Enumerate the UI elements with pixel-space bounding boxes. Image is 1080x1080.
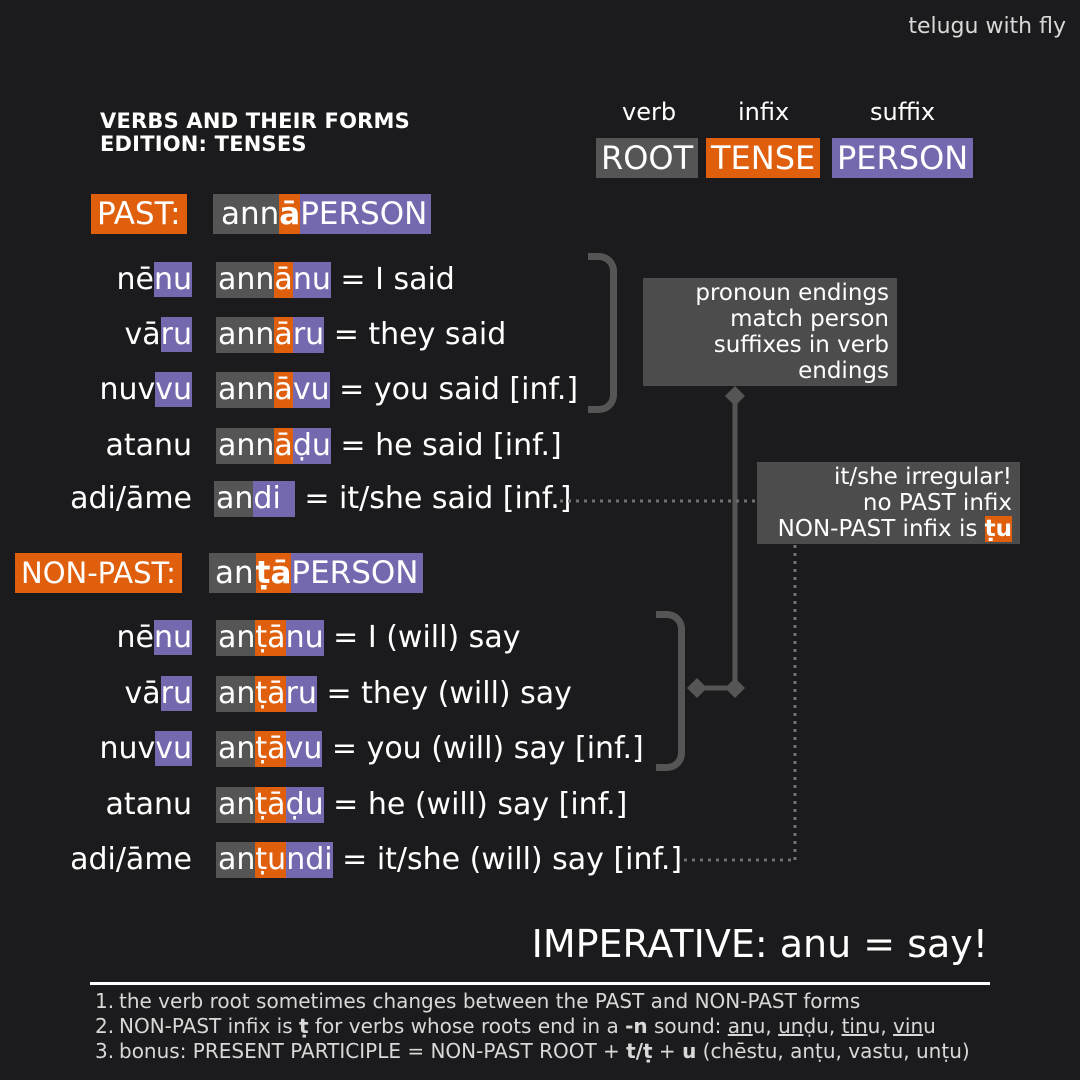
formula-infix: ā bbox=[279, 194, 301, 234]
gloss: = it/she said [inf.] bbox=[304, 481, 572, 516]
verb-form: annāḍu = he said [inf.] bbox=[216, 428, 562, 464]
past-bracket bbox=[588, 253, 617, 413]
gloss: = they said bbox=[333, 317, 507, 352]
pronoun: nuvvu bbox=[99, 372, 192, 407]
legend-root-box: ROOT bbox=[596, 138, 699, 178]
connector-diamond-top bbox=[725, 386, 745, 406]
pronoun: atanu bbox=[105, 787, 192, 822]
pronoun: nēnu bbox=[116, 620, 192, 655]
nonpast-tag: NON-PAST: bbox=[15, 553, 182, 593]
pronoun: adi/āme bbox=[70, 842, 192, 877]
verb-form: andi = it/she said [inf.] bbox=[214, 481, 572, 517]
formula-suffix: PERSON bbox=[291, 553, 423, 593]
pronoun: adi/āme bbox=[70, 481, 192, 516]
verb-form: annānu = I said bbox=[216, 262, 455, 298]
legend-person-box: PERSON bbox=[832, 138, 974, 178]
footnote-1: 1. the verb root sometimes changes betwee… bbox=[95, 989, 861, 1013]
formula-root: an bbox=[209, 553, 256, 593]
legend-label-infix: infix bbox=[738, 98, 790, 126]
pronoun: atanu bbox=[105, 428, 192, 463]
verb-form: anṭāru = they (will) say bbox=[216, 676, 572, 712]
verb-form: anṭānu = I (will) say bbox=[216, 620, 521, 656]
past-formula: annāPERSON bbox=[213, 194, 432, 234]
footnote-2: 2. NON-PAST infix is ṭ for verbs whose ro… bbox=[95, 1014, 936, 1038]
gloss: = you (will) say [inf.] bbox=[331, 731, 644, 766]
imperative: IMPERATIVE: anu = say! bbox=[531, 922, 988, 966]
formula-root: ann bbox=[213, 194, 280, 234]
footnote-3: 3. bonus: PRESENT PARTICIPLE = NON-PAST R… bbox=[95, 1039, 970, 1063]
gloss: = it/she (will) say [inf.] bbox=[342, 842, 683, 877]
formula-suffix: PERSON bbox=[300, 194, 432, 234]
title-line-2: EDITION: TENSES bbox=[100, 132, 307, 156]
watermark: telugu with fly bbox=[908, 14, 1066, 39]
gloss: = I said bbox=[340, 262, 455, 297]
nonpast-bracket bbox=[656, 611, 685, 771]
gloss: = you said [inf.] bbox=[339, 372, 579, 407]
pronoun-endings-note: pronoun endings match person suffixes in… bbox=[643, 278, 897, 386]
legend-label-suffix: suffix bbox=[870, 98, 936, 126]
legend-tense-box: TENSE bbox=[706, 138, 821, 178]
pronoun: nuvvu bbox=[99, 731, 192, 766]
gloss: = I (will) say bbox=[333, 620, 521, 655]
connector-diamond-left bbox=[687, 678, 707, 698]
past-tag: PAST: bbox=[91, 194, 187, 234]
nonpast-formula: anṭāPERSON bbox=[209, 553, 423, 593]
footnotes: 1. the verb root sometimes changes betwee… bbox=[95, 989, 970, 1064]
gloss: = he said [inf.] bbox=[340, 428, 562, 463]
connector-diamond-right bbox=[725, 678, 745, 698]
divider bbox=[90, 982, 990, 985]
verb-form: annāvu = you said [inf.] bbox=[216, 372, 579, 408]
legend-label-verb: verb bbox=[622, 98, 677, 126]
verb-form: anṭundi = it/she (will) say [inf.] bbox=[216, 842, 683, 878]
pronoun: nēnu bbox=[116, 262, 192, 297]
verb-form: annāru = they said bbox=[216, 317, 507, 353]
verb-form: anṭāvu = you (will) say [inf.] bbox=[216, 731, 644, 767]
pronoun: vāru bbox=[124, 676, 192, 711]
gloss: = he (will) say [inf.] bbox=[333, 787, 628, 822]
verb-form: anṭāḍu = he (will) say [inf.] bbox=[216, 787, 628, 823]
irregular-note: it/she irregular! no PAST infix NON-PAST… bbox=[757, 462, 1020, 544]
title-line-1: VERBS AND THEIR FORMS bbox=[100, 109, 410, 133]
formula-infix: ṭā bbox=[255, 553, 292, 593]
pronoun: vāru bbox=[124, 317, 192, 352]
gloss: = they (will) say bbox=[326, 676, 572, 711]
page-title: VERBS AND THEIR FORMS EDITION: TENSES bbox=[100, 110, 410, 156]
